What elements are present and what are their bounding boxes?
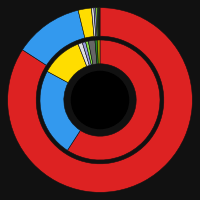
Wedge shape [78,8,94,38]
Wedge shape [96,8,98,36]
Wedge shape [98,8,100,36]
Wedge shape [95,40,98,64]
Wedge shape [97,8,99,36]
Wedge shape [67,40,160,160]
Wedge shape [86,41,93,65]
Wedge shape [91,8,96,36]
Wedge shape [99,8,100,36]
Wedge shape [40,71,80,150]
Wedge shape [22,10,85,65]
Wedge shape [88,40,97,65]
Circle shape [71,71,129,129]
Wedge shape [82,42,91,65]
Wedge shape [94,8,97,36]
Wedge shape [8,8,192,192]
Wedge shape [78,43,89,66]
Wedge shape [47,44,87,83]
Wedge shape [97,40,100,64]
